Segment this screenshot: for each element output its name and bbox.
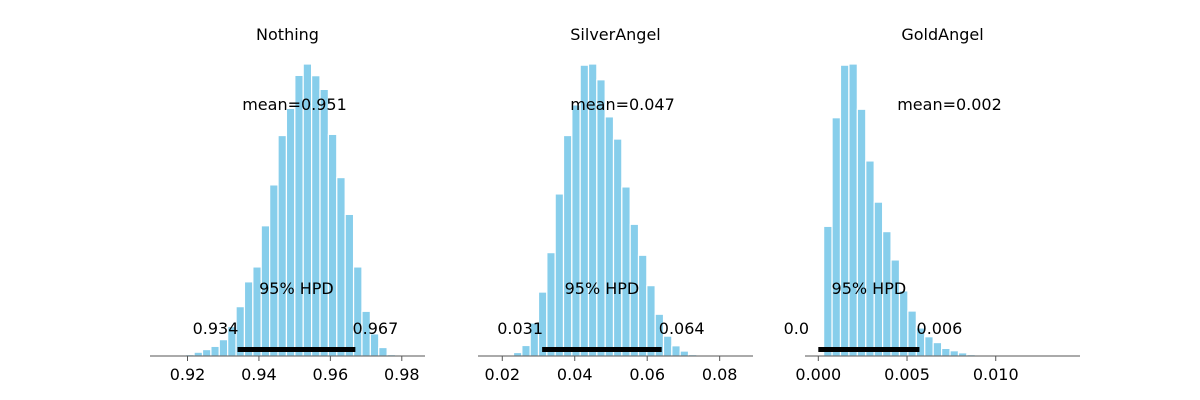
posterior-panel: 0.000 0.005 0.010 GoldAngel mean=0.002 95% HP…: [784, 25, 1080, 384]
histogram-bar: [521, 344, 531, 357]
histogram-bar: [218, 339, 229, 357]
hpd-lower-value: 0.031: [497, 319, 543, 338]
x-tick-label: 0.94: [241, 365, 277, 384]
x-tick-label: 0.005: [884, 365, 930, 384]
histogram-bar: [932, 341, 943, 357]
panel-title: GoldAngel: [901, 25, 983, 44]
histogram-bar: [637, 254, 648, 357]
histogram-bar: [604, 116, 615, 357]
x-tick-label: 0.98: [384, 365, 420, 384]
posterior-panel: 0.02 0.04 0.06 0.08 SilverAngel mean=0.047 95%…: [478, 25, 753, 384]
histogram-bar: [210, 345, 220, 357]
posterior-panel: 0.92 0.94 0.96 0.98 Nothing mean=0.951 95% HPD…: [150, 25, 425, 384]
histogram-bar: [865, 160, 875, 357]
hpd-upper-value: 0.064: [659, 319, 705, 338]
histogram-bar: [596, 79, 606, 357]
mean-label: mean=0.951: [242, 95, 347, 114]
histogram-bar: [336, 176, 346, 357]
histogram-bar: [671, 345, 681, 357]
hpd-upper-value: 0.967: [352, 319, 398, 338]
histogram-bar: [311, 75, 321, 357]
histogram-bar: [562, 134, 573, 357]
histogram-bar: [621, 186, 631, 357]
histogram-bar: [294, 74, 304, 357]
histogram-bar: [319, 88, 329, 357]
mean-label: mean=0.047: [570, 95, 675, 114]
panel-title: Nothing: [256, 25, 319, 44]
histogram-bar: [243, 281, 254, 357]
hpd-lower-value: 0.0: [784, 319, 809, 338]
histogram-bar: [612, 138, 623, 357]
hpd-label: 95% HPD: [259, 279, 334, 298]
histogram-bar: [285, 107, 296, 357]
histogram-bar: [890, 259, 901, 357]
x-tick-label: 0.06: [629, 365, 665, 384]
histogram-bar: [269, 184, 279, 357]
x-tick-label: 0.96: [313, 365, 349, 384]
histogram-bar: [378, 346, 388, 357]
histogram-bar: [201, 348, 212, 357]
histogram-bar: [679, 350, 690, 357]
x-tick-label: 0.000: [795, 365, 841, 384]
histogram-bar: [277, 134, 288, 357]
histogram-bar: [512, 351, 523, 357]
x-tick-label: 0.08: [702, 365, 738, 384]
histogram-bar: [839, 64, 850, 357]
histogram-bar: [327, 133, 338, 357]
x-tick-label: 0.04: [557, 365, 593, 384]
histogram-bar: [941, 347, 951, 357]
histogram-bar: [949, 350, 960, 357]
histogram-bar: [856, 108, 867, 357]
hpd-lower-value: 0.934: [193, 319, 239, 338]
x-tick-label: 0.010: [973, 365, 1019, 384]
histogram-bar: [646, 285, 656, 357]
histogram-bar: [662, 335, 673, 357]
histogram-bar: [848, 63, 858, 357]
histogram-bar: [554, 193, 565, 357]
hpd-label: 95% HPD: [832, 279, 907, 298]
histogram-bar: [571, 104, 581, 357]
histogram-bar: [898, 290, 909, 357]
histogram-bar: [924, 336, 934, 357]
histogram-bar: [546, 252, 556, 357]
mean-label: mean=0.002: [897, 95, 1002, 114]
histogram-bar: [352, 266, 363, 357]
panel-title: SilverAngel: [570, 25, 660, 44]
histogram-bar: [193, 351, 204, 357]
hpd-upper-value: 0.006: [917, 319, 963, 338]
x-tick-label: 0.02: [484, 365, 520, 384]
x-tick-label: 0.92: [170, 365, 206, 384]
hpd-label: 95% HPD: [565, 279, 640, 298]
histogram-bar: [831, 117, 842, 357]
